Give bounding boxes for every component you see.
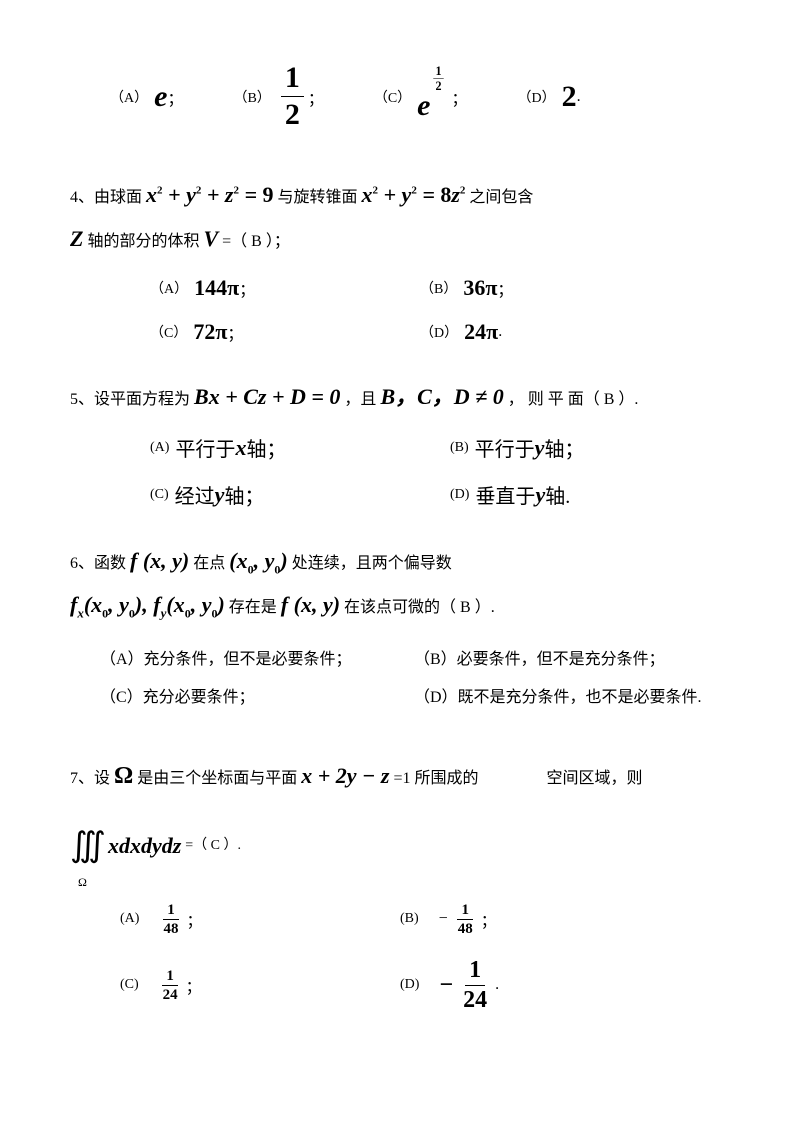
q6-opt-c: （C）充分必要条件；: [100, 679, 410, 717]
q6-stem: 6、函数 f (x, y) 在点 (x0, y0) 处连续，且两个偏导数 fx(…: [70, 539, 750, 627]
q3-opt-b: （B） 1 2 ；: [233, 60, 323, 133]
tail: ；: [452, 85, 468, 109]
q4-opt-d: （D） 24π .: [420, 319, 502, 345]
value: e: [154, 80, 167, 114]
q6-options: （A）充分条件，但不是必要条件； （B）必要条件，但不是充分条件； （C）充分必…: [100, 641, 750, 718]
q3-opt-a: （A） e ；: [110, 80, 183, 114]
exp-fraction: 1 2: [433, 64, 443, 94]
q4-opt-a: （A） 144π ；: [150, 275, 370, 301]
tail: ；: [308, 85, 324, 109]
opt-label: （D）: [518, 87, 556, 107]
q6-opt-b: （B）必要条件，但不是充分条件；: [414, 651, 665, 668]
q5-options-row1: (A) 平行于 x 轴； (B) 平行于 y 轴；: [150, 433, 750, 462]
opt-label: （C）: [374, 87, 411, 107]
q4-options-row2: （C） 72π ； （D） 24π .: [150, 319, 750, 345]
q7-opt-d: (D) − 1 24 .: [400, 956, 499, 1015]
q7-stem: 7、设 Ω 是由三个坐标面与平面 x + 2y − z =1 所围成的 空间区域…: [70, 748, 750, 887]
q5-opt-a: (A) 平行于 x 轴；: [150, 433, 400, 462]
q5-options-row2: (C) 经过 y 轴； (D) 垂直于 y 轴.: [150, 480, 750, 509]
opt-label: （A）: [110, 87, 148, 107]
q7-opt-c: (C) 1 24 ；: [120, 967, 350, 1004]
q5-opt-c: (C) 经过 y 轴；: [150, 480, 400, 509]
q5-opt-d: (D) 垂直于 y 轴.: [450, 480, 570, 509]
tail: .: [577, 88, 581, 106]
q6-opt-d: （D）既不是充分条件，也不是必要条件.: [414, 689, 702, 706]
tail: ；: [167, 85, 183, 109]
q4-opt-b: （B） 36π ；: [420, 275, 513, 301]
q5-opt-b: (B) 平行于 y 轴；: [450, 433, 584, 462]
q3-options: （A） e ； （B） 1 2 ； （C） e 1 2 ； （D） 2 .: [110, 60, 750, 133]
q7-options-row1: (A) 1 48 ； (B) − 1 48 ；: [120, 901, 750, 938]
q3-opt-d: （D） 2 .: [518, 80, 581, 114]
triple-integral-icon: ∭Ω: [70, 805, 106, 887]
value: 2: [562, 80, 577, 114]
q7-opt-b: (B) − 1 48 ；: [400, 901, 497, 938]
fraction: 1 2: [281, 60, 304, 133]
base: e: [417, 89, 430, 123]
q6-opt-a: （A）充分条件，但不是必要条件；: [100, 641, 410, 679]
q3-opt-c: （C） e 1 2 ；: [374, 70, 468, 124]
q7-opt-a: (A) 1 48 ；: [120, 901, 350, 938]
q7-options-row2: (C) 1 24 ； (D) − 1 24 .: [120, 956, 750, 1015]
q4-opt-c: （C） 72π ；: [150, 319, 370, 345]
q4-stem: 4、由球面 x2 + y2 + z2 = 9 与旋转锥面 x2 + y2 = 8…: [70, 173, 750, 261]
q5-stem: 5、设平面方程为 Bx + Cz + D = 0 ，且 B，C，D ≠ 0 ， …: [70, 375, 750, 419]
q4-options-row1: （A） 144π ； （B） 36π ；: [150, 275, 750, 301]
opt-label: （B）: [233, 87, 270, 107]
